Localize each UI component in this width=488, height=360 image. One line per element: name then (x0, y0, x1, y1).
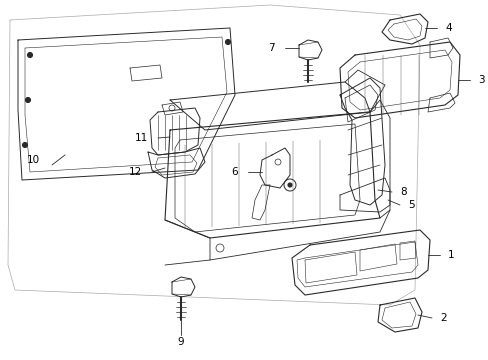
Text: 1: 1 (447, 250, 454, 260)
Text: 7: 7 (268, 43, 274, 53)
Text: 11: 11 (135, 133, 148, 143)
Circle shape (22, 143, 27, 148)
Text: 5: 5 (407, 200, 414, 210)
Circle shape (27, 53, 32, 58)
Text: 4: 4 (444, 23, 451, 33)
Text: 2: 2 (439, 313, 446, 323)
Text: 10: 10 (27, 155, 40, 165)
Text: 3: 3 (477, 75, 484, 85)
Circle shape (287, 183, 291, 187)
Circle shape (225, 40, 230, 45)
Text: 8: 8 (399, 187, 406, 197)
Circle shape (25, 98, 30, 103)
Text: 9: 9 (177, 337, 184, 347)
Text: 6: 6 (231, 167, 238, 177)
Text: 12: 12 (128, 167, 142, 177)
